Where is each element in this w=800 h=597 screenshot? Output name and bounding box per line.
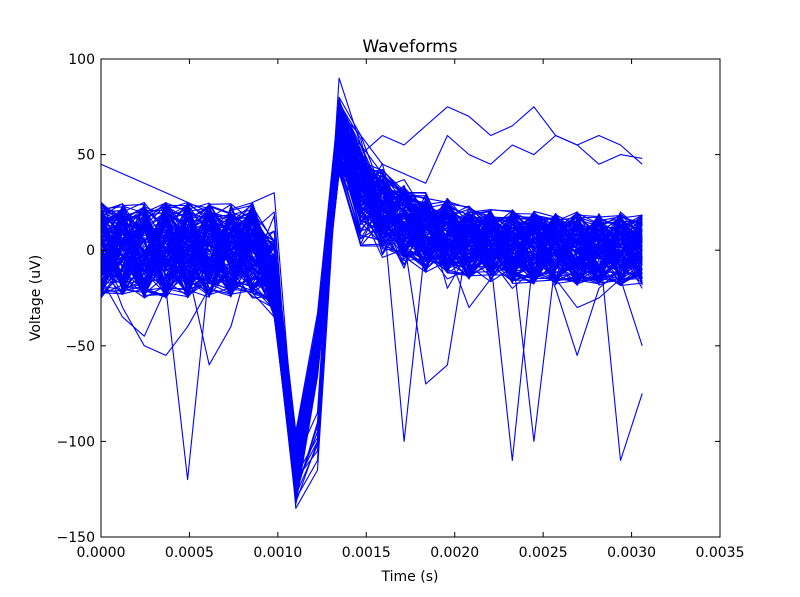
x-tick-label: 0.0010 <box>253 545 302 561</box>
y-axis-label: Voltage (uV) <box>28 255 44 341</box>
chart-title: Waveforms <box>362 37 457 57</box>
waveform-trace <box>100 143 643 475</box>
waveform-trace <box>100 120 643 485</box>
plot-area <box>100 77 643 509</box>
waveform-series <box>100 106 643 485</box>
waveform-series <box>100 127 643 496</box>
x-axis-label: Time (s) <box>381 569 439 585</box>
y-tick-label: −50 <box>65 339 95 355</box>
y-tick-label: 50 <box>77 148 95 164</box>
waveform-series <box>100 131 643 509</box>
y-tick-label: 100 <box>68 52 95 68</box>
waveform-series <box>100 77 643 462</box>
waveform-series <box>100 125 643 481</box>
waveform-series <box>100 138 643 492</box>
waveform-series <box>100 111 643 477</box>
x-tick-label: 0.0035 <box>696 545 745 561</box>
y-tick-label: 0 <box>86 243 95 259</box>
y-tick-label: −100 <box>57 434 95 450</box>
x-tick-label: 0.0030 <box>607 545 656 561</box>
waveform-trace <box>100 99 643 483</box>
waveform-trace <box>100 141 643 449</box>
x-tick-label: 0.0000 <box>77 545 126 561</box>
x-tick-label: 0.0020 <box>430 545 479 561</box>
x-tick-label: 0.0005 <box>165 545 214 561</box>
waveform-series <box>100 104 643 496</box>
x-axis: 0.0000 0.0005 0.0010 0.0015 0.0020 0.0025 0.00… <box>77 59 745 561</box>
x-tick-label: 0.0015 <box>342 545 391 561</box>
waveform-series <box>100 144 643 490</box>
waveform-trace <box>100 117 643 493</box>
waveform-trace <box>100 120 643 488</box>
y-tick-label: −150 <box>57 530 95 546</box>
y-axis: 100 50 0 −50 −100 −150 <box>57 52 720 546</box>
x-tick-label: 0.0025 <box>519 545 568 561</box>
waveform-trace <box>100 99 643 501</box>
waveform-trace <box>100 159 643 443</box>
waveform-series <box>100 96 643 500</box>
plot-frame <box>100 58 721 538</box>
waveform-trace <box>100 116 643 476</box>
waveform-trace <box>100 114 643 477</box>
